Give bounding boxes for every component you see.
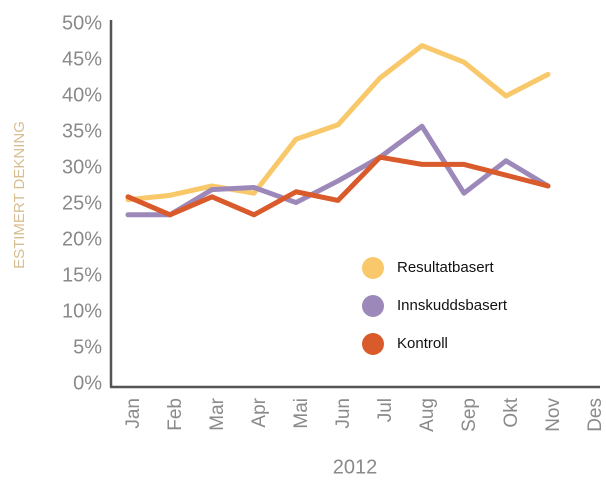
legend-label: Resultatbasert [397,259,495,276]
y-tick-label: 10% [62,300,102,322]
y-tick-label: 50% [62,12,102,34]
x-tick-label: Feb [165,398,186,431]
legend-label: Innskuddsbasert [397,297,508,314]
series-line [125,123,551,218]
y-axis-label: ESTIMERT DEKNING [11,121,28,269]
y-tick-label: 30% [62,156,102,178]
x-axis-label: 2012 [333,456,378,478]
x-tick-label: Mai [291,398,312,429]
legend-marker [362,333,384,355]
x-tick-label: Jul [375,398,396,422]
legend-marker [362,295,384,317]
x-tick-label: Jan [123,398,144,429]
x-tick-label: Des [585,398,606,432]
y-tick-label: 15% [62,264,102,286]
x-tick-label: Mar [207,397,228,430]
x-tick-label: Aug [417,398,438,432]
y-tick-label: 5% [73,336,102,358]
x-tick-label: Okt [501,397,522,427]
y-tick-label: 40% [62,84,102,106]
y-tick-label: 25% [62,192,102,214]
x-tick-label: Sep [459,398,480,432]
x-tick-label: Jun [333,398,354,429]
y-tick-label: 35% [62,120,102,142]
x-tick-label: Nov [543,398,564,432]
y-tick-label: 20% [62,228,102,250]
y-tick-label: 0% [73,372,102,394]
y-tick-label: 45% [62,48,102,70]
x-tick-label: Apr [249,397,270,427]
series-line [125,43,551,203]
legend-marker [362,257,384,279]
series-line [125,154,551,218]
legend-label: Kontroll [397,335,448,352]
